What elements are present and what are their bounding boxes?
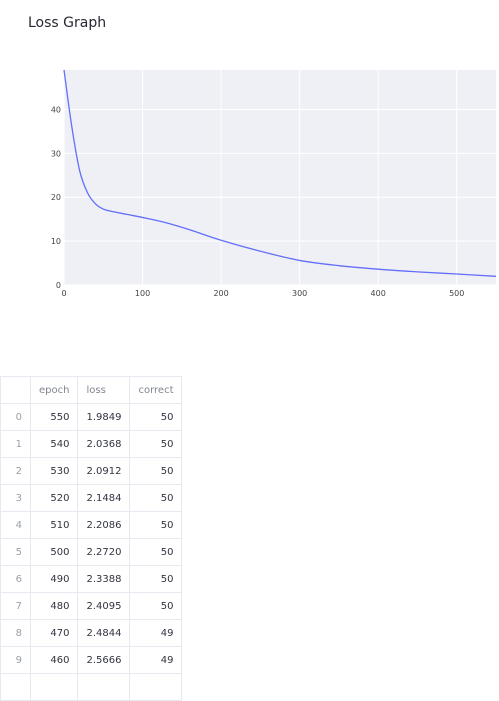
index-column-header [0,376,31,404]
epoch-cell[interactable]: 530 [29,457,79,485]
table-row[interactable]: 7 480 2.4095 50 [0,592,183,620]
row-index-cell[interactable]: 4 [0,511,31,539]
column-header-correct[interactable]: correct [129,376,183,404]
x-tick-label: 500 [449,289,464,298]
row-index-cell[interactable]: 2 [0,457,31,485]
epoch-cell[interactable]: 550 [29,403,79,431]
correct-cell[interactable]: 50 [129,484,183,512]
epoch-cell[interactable]: 500 [29,538,79,566]
plot-background[interactable] [64,70,496,285]
column-header-epoch[interactable]: epoch [29,376,79,404]
table-row[interactable]: 1 540 2.0368 50 [0,430,183,458]
column-header-loss[interactable]: loss [77,376,131,404]
correct-cell[interactable]: 50 [129,565,183,593]
table-row[interactable]: 4 510 2.2086 50 [0,511,183,539]
empty-cell [77,673,131,701]
correct-cell[interactable]: 50 [129,430,183,458]
table-row[interactable]: 9 460 2.5666 49 [0,646,183,674]
loss-series-line[interactable] [63,69,497,277]
row-index-cell[interactable]: 3 [0,484,31,512]
row-index-cell[interactable]: 1 [0,430,31,458]
table-row[interactable]: 6 490 2.3388 50 [0,565,183,593]
loss-chart-svg[interactable]: 0 100 200 300 400 500 0 10 20 30 40 [0,0,499,310]
loss-cell[interactable]: 2.4844 [77,619,131,647]
y-tick-label: 30 [51,149,61,158]
correct-cell[interactable]: 50 [129,457,183,485]
y-tick-label: 0 [56,281,61,290]
epoch-cell[interactable]: 520 [29,484,79,512]
loss-cell[interactable]: 2.0368 [77,430,131,458]
empty-cell [29,673,79,701]
epoch-cell[interactable]: 490 [29,565,79,593]
table-row[interactable]: 2 530 2.0912 50 [0,457,183,485]
epoch-cell[interactable]: 510 [29,511,79,539]
loss-cell[interactable]: 2.0912 [77,457,131,485]
x-tick-label: 400 [371,289,386,298]
y-tick-label: 10 [51,237,61,246]
epoch-cell[interactable]: 460 [29,646,79,674]
correct-cell[interactable]: 50 [129,403,183,431]
table-row[interactable]: 8 470 2.4844 49 [0,619,183,647]
epoch-cell[interactable]: 470 [29,619,79,647]
table-row[interactable]: 3 520 2.1484 50 [0,484,183,512]
row-index-cell[interactable]: 6 [0,565,31,593]
loss-cell[interactable]: 2.4095 [77,592,131,620]
table-header-row: epoch loss correct [0,376,183,404]
epoch-cell[interactable]: 480 [29,592,79,620]
loss-cell[interactable]: 2.2086 [77,511,131,539]
x-tick-label: 200 [213,289,228,298]
correct-cell[interactable]: 50 [129,592,183,620]
correct-cell[interactable]: 50 [129,538,183,566]
x-tick-label: 100 [135,289,150,298]
row-index-cell[interactable]: 0 [0,403,31,431]
x-tick-label: 0 [61,289,66,298]
row-index-cell[interactable]: 9 [0,646,31,674]
loss-cell[interactable]: 1.9849 [77,403,131,431]
empty-cell [129,673,183,701]
x-tick-label: 300 [292,289,307,298]
loss-cell[interactable]: 2.3388 [77,565,131,593]
loss-cell[interactable]: 2.1484 [77,484,131,512]
correct-cell[interactable]: 50 [129,511,183,539]
y-tick-label: 20 [51,193,61,202]
epoch-cell[interactable]: 540 [29,430,79,458]
correct-cell[interactable]: 49 [129,619,183,647]
row-index-cell[interactable]: 8 [0,619,31,647]
correct-cell[interactable]: 49 [129,646,183,674]
row-index-cell[interactable]: 5 [0,538,31,566]
table-row [0,673,183,701]
data-table[interactable]: epoch loss correct 0 550 1.9849 50 1 540 2.036… [0,376,183,701]
table-row[interactable]: 5 500 2.2720 50 [0,538,183,566]
row-index-cell[interactable]: 7 [0,592,31,620]
loss-cell[interactable]: 2.2720 [77,538,131,566]
table-row[interactable]: 0 550 1.9849 50 [0,403,183,431]
empty-cell [0,673,31,701]
y-tick-label: 40 [51,105,61,114]
page-title: Loss Graph [28,15,107,31]
loss-cell[interactable]: 2.5666 [77,646,131,674]
